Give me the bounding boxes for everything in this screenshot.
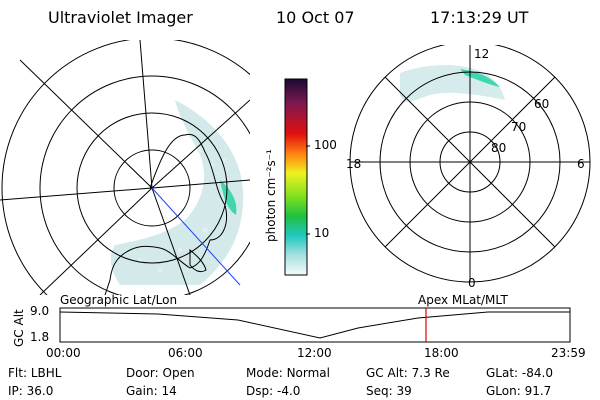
info-gain-value: 14 bbox=[161, 384, 177, 398]
date-label: 10 Oct 07 bbox=[276, 8, 355, 27]
time-label: 17:13:29 UT bbox=[430, 8, 529, 27]
instrument-title: Ultraviolet Imager bbox=[48, 8, 193, 27]
altitude-timeline bbox=[59, 307, 571, 343]
polar-plot bbox=[349, 45, 591, 283]
y-tick-9: 9.0 bbox=[30, 304, 50, 318]
info-ip-value: 36.0 bbox=[26, 384, 54, 398]
info-glon-value: 91.7 bbox=[524, 384, 552, 398]
info-mode: Mode: Normal bbox=[246, 366, 330, 380]
aurora-data-region bbox=[110, 100, 244, 285]
colorbar bbox=[284, 78, 310, 276]
colorbar-tick-10: 10 bbox=[314, 226, 330, 240]
lat-label-80: 80 bbox=[491, 141, 507, 155]
blue-meridian-line bbox=[151, 187, 241, 286]
y-tick-1-8: 1.8 bbox=[30, 330, 50, 344]
polar-grid bbox=[349, 45, 591, 283]
colorbar-label: photon cm⁻²s⁻¹ bbox=[264, 149, 278, 242]
x-tick-0600: 06:00 bbox=[168, 346, 203, 360]
x-tick-0000: 00:00 bbox=[46, 346, 81, 360]
info-door: Door: Open bbox=[126, 366, 195, 380]
lat-label-60: 60 bbox=[534, 97, 550, 111]
info-mode-value: Normal bbox=[286, 366, 330, 380]
info-dsp-value: -4.0 bbox=[276, 384, 301, 398]
x-tick-1200: 12:00 bbox=[297, 346, 332, 360]
info-gain: Gain: 14 bbox=[126, 384, 177, 398]
geographic-label: Geographic Lat/Lon bbox=[60, 293, 178, 307]
latitude-circles bbox=[1, 40, 250, 295]
mlt-label-0: 0 bbox=[468, 276, 476, 290]
mlt-label-12: 12 bbox=[474, 47, 490, 61]
geographic-image bbox=[0, 40, 250, 295]
x-tick-1800: 18:00 bbox=[424, 346, 459, 360]
aurora-bright-patch bbox=[220, 180, 237, 215]
longitude-lines bbox=[0, 40, 250, 295]
info-glon: GLon: 91.7 bbox=[486, 384, 552, 398]
info-gc-alt: GC Alt: 7.3 Re bbox=[366, 366, 450, 380]
mlt-label-18: 18 bbox=[346, 157, 362, 171]
info-filter-value: LBHL bbox=[30, 366, 62, 380]
colorbar-tick-100: 100 bbox=[314, 138, 337, 152]
coastline bbox=[104, 133, 227, 295]
info-glat: GLat: -84.0 bbox=[486, 366, 553, 380]
info-filter: Flt: LBHL bbox=[8, 366, 62, 380]
orbit-altitude-line bbox=[59, 311, 570, 339]
lat-label-70: 70 bbox=[511, 120, 527, 134]
info-ip: IP: 36.0 bbox=[8, 384, 54, 398]
info-dsp: Dsp: -4.0 bbox=[246, 384, 301, 398]
mlt-label-6: 6 bbox=[577, 157, 585, 171]
info-glat-value: -84.0 bbox=[521, 366, 553, 380]
info-door-value: Open bbox=[162, 366, 195, 380]
info-gc-alt-value: 7.3 Re bbox=[411, 366, 450, 380]
x-tick-2359: 23:59 bbox=[551, 346, 586, 360]
gc-alt-axis-label: GC Alt bbox=[12, 309, 26, 347]
info-seq: Seq: 39 bbox=[366, 384, 412, 398]
apex-label: Apex MLat/MLT bbox=[418, 293, 508, 307]
info-seq-value: 39 bbox=[396, 384, 412, 398]
